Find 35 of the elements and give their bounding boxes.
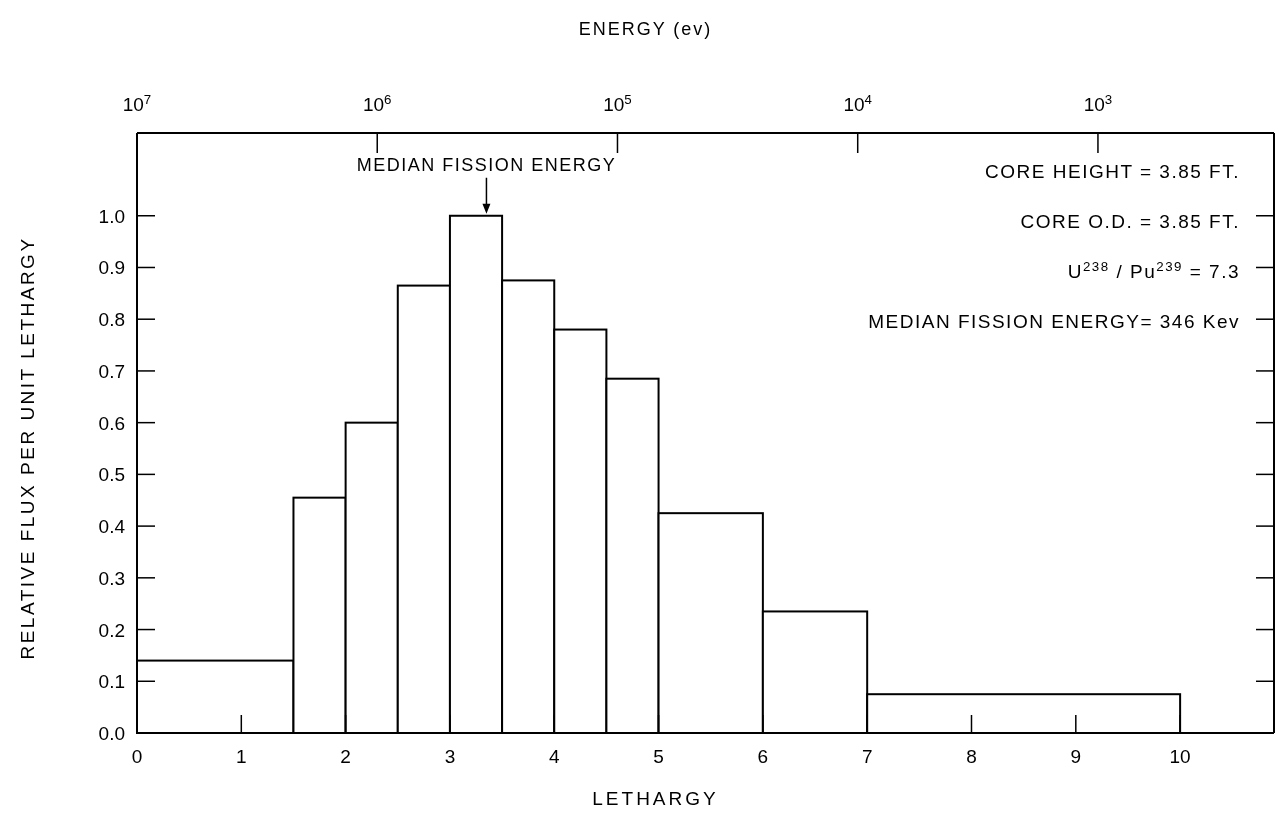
x2-tick-label: 10$^{7}$ <box>122 91 152 115</box>
x2-tick-label: 10$^{6}$ <box>362 91 392 115</box>
annotation: U$^{238}$ / Pu$^{239}$ = 7.3 <box>1067 258 1240 282</box>
x-tick-label: 1 <box>236 746 247 767</box>
x-tick-label: 10 <box>1169 746 1191 767</box>
x-tick-label: 6 <box>757 746 769 767</box>
y-tick-label: 0.2 <box>98 619 125 641</box>
y-tick-label: 0.6 <box>98 412 125 434</box>
x-tick-label: 8 <box>966 746 977 767</box>
y-tick-label: 0.4 <box>98 516 126 538</box>
annotation: CORE HEIGHT = 3.85 FT. <box>985 161 1240 182</box>
y-tick-label: 0.5 <box>98 464 125 486</box>
y-tick-label: 0.1 <box>98 671 125 693</box>
x-tick-label: 0 <box>131 746 143 767</box>
annotation: MEDIAN FISSION ENERGY <box>356 154 617 175</box>
y-tick-label: 0.0 <box>98 723 125 744</box>
x-tick-label: 5 <box>653 746 664 767</box>
x2-tick-label: 10$^{3}$ <box>1083 91 1113 115</box>
x2-tick-label: 10$^{5}$ <box>603 91 632 115</box>
x-tick-label: 4 <box>548 746 560 767</box>
y-tick-label: 0.8 <box>98 309 125 331</box>
x-tick-label: 7 <box>861 746 873 767</box>
y-tick-label: 1.0 <box>98 205 125 227</box>
x2-axis-title: ENERGY (ev) <box>578 19 713 39</box>
annotation: CORE O.D. = 3.85 FT. <box>1020 211 1240 232</box>
y-tick-label: 0.3 <box>98 567 125 589</box>
x2-tick-label: 10$^{4}$ <box>843 91 872 115</box>
annotation: MEDIAN FISSION ENERGY= 346 Kev <box>868 311 1240 332</box>
y-tick-label: 0.7 <box>98 360 125 382</box>
x-tick-label: 3 <box>444 746 456 767</box>
y-tick-label: 0.9 <box>98 257 125 279</box>
x-tick-label: 9 <box>1070 746 1082 767</box>
x-axis-title: LETHARGY <box>592 788 719 809</box>
y-axis-title: RELATIVE FLUX PER UNIT LETHARGY <box>17 236 38 660</box>
x-tick-label: 2 <box>340 746 351 767</box>
